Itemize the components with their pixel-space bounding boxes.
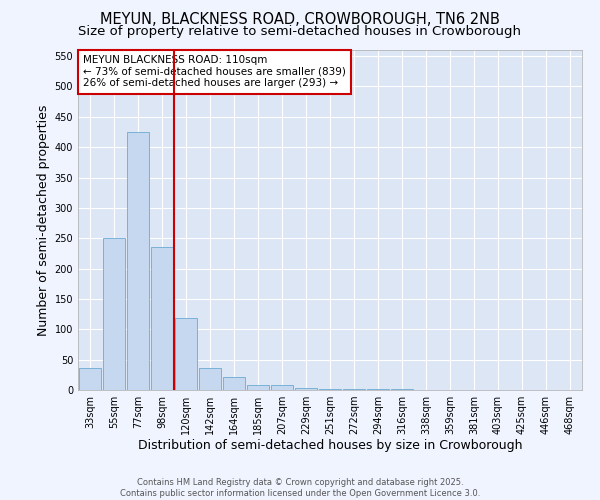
Bar xyxy=(151,248,173,390)
Bar xyxy=(175,318,197,390)
Bar xyxy=(271,384,293,390)
Text: MEYUN BLACKNESS ROAD: 110sqm
← 73% of semi-detached houses are smaller (839)
26%: MEYUN BLACKNESS ROAD: 110sqm ← 73% of se… xyxy=(83,55,346,88)
Bar xyxy=(247,384,269,390)
Text: Size of property relative to semi-detached houses in Crowborough: Size of property relative to semi-detach… xyxy=(79,25,521,38)
Bar xyxy=(199,368,221,390)
Bar xyxy=(343,389,365,390)
Y-axis label: Number of semi-detached properties: Number of semi-detached properties xyxy=(37,104,50,336)
Text: MEYUN, BLACKNESS ROAD, CROWBOROUGH, TN6 2NB: MEYUN, BLACKNESS ROAD, CROWBOROUGH, TN6 … xyxy=(100,12,500,28)
X-axis label: Distribution of semi-detached houses by size in Crowborough: Distribution of semi-detached houses by … xyxy=(138,438,522,452)
Bar xyxy=(223,376,245,390)
Bar xyxy=(103,238,125,390)
Bar xyxy=(319,389,341,390)
Bar xyxy=(127,132,149,390)
Bar xyxy=(79,368,101,390)
Text: Contains HM Land Registry data © Crown copyright and database right 2025.
Contai: Contains HM Land Registry data © Crown c… xyxy=(120,478,480,498)
Bar xyxy=(295,388,317,390)
